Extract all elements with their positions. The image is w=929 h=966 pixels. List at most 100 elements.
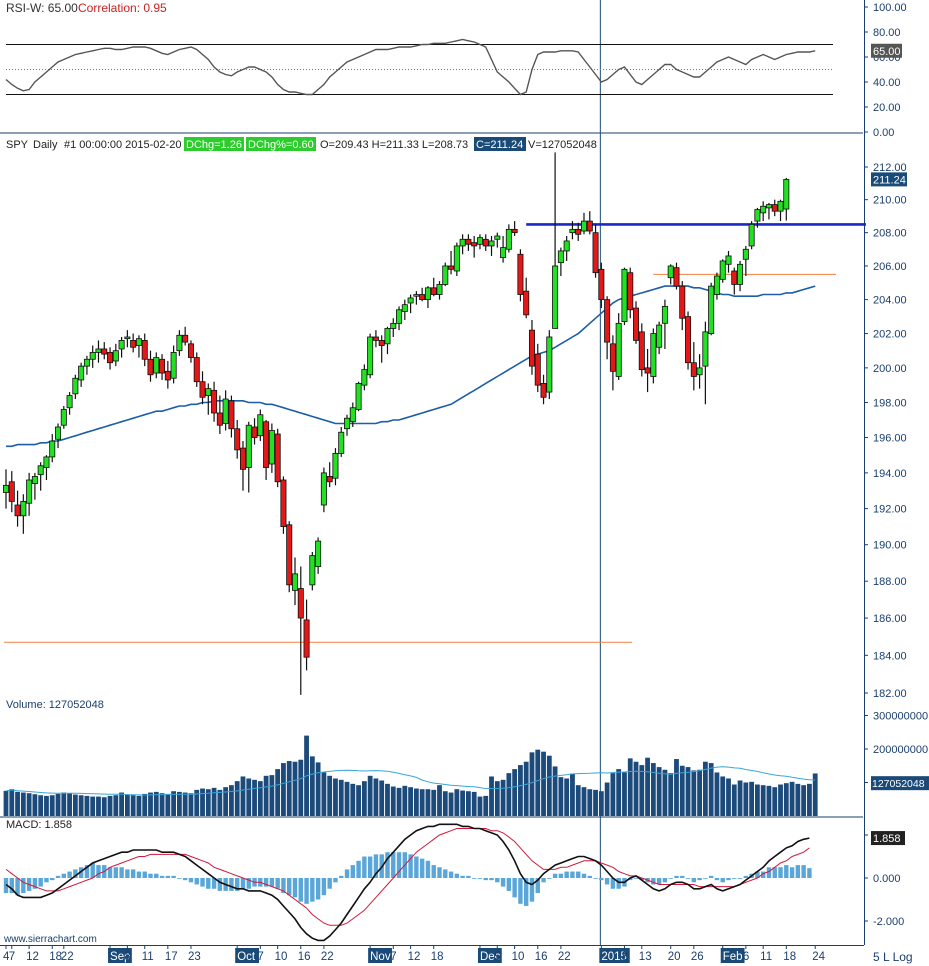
macd-histogram-bar xyxy=(552,873,558,878)
price-tick-label: 200.00 xyxy=(873,363,907,375)
macd-histogram-bar xyxy=(177,878,182,879)
volume-bar xyxy=(795,783,801,816)
volume-bar xyxy=(454,789,460,816)
candle-body xyxy=(511,228,518,234)
candle xyxy=(650,328,657,384)
candle-body xyxy=(575,228,582,235)
macd-histogram-bar xyxy=(171,875,176,878)
macd-histogram-bar xyxy=(154,873,159,878)
candle xyxy=(534,343,541,393)
candle xyxy=(581,212,588,235)
volume-bar xyxy=(523,761,529,816)
candle xyxy=(424,286,431,309)
volume-bar xyxy=(622,772,627,816)
volume-bar xyxy=(217,789,223,816)
candle xyxy=(448,250,455,275)
candle-body xyxy=(263,421,270,468)
candle-body xyxy=(494,235,501,240)
price-tick-label: 198.00 xyxy=(873,398,907,410)
macd-histogram-bar xyxy=(616,878,621,889)
candle-body xyxy=(719,260,726,280)
volume-bar xyxy=(437,785,442,816)
volume-last-value-box xyxy=(871,776,929,791)
volume-bar xyxy=(408,787,413,816)
candle xyxy=(604,296,611,360)
macd-histogram-bar xyxy=(165,875,171,878)
candle-body xyxy=(459,238,466,247)
volume-bar xyxy=(760,785,766,816)
x-tick-label: 16 xyxy=(535,951,548,963)
candle xyxy=(609,335,616,391)
candle-body xyxy=(598,268,605,301)
volume-bar xyxy=(419,789,425,816)
volume-bar xyxy=(269,775,275,816)
candle xyxy=(690,342,697,391)
dchg-pct-label: DChg%=0.60 xyxy=(248,139,314,151)
volume-bar xyxy=(483,795,489,816)
candle-body xyxy=(592,232,599,274)
candle xyxy=(303,599,310,671)
volume-bar xyxy=(113,795,119,816)
candle xyxy=(153,352,160,379)
macd-histogram-bar xyxy=(801,865,806,878)
candle-body xyxy=(60,409,67,426)
candle-body xyxy=(442,265,449,285)
candle-body xyxy=(141,340,148,360)
macd-histogram-bar xyxy=(760,871,766,878)
price-last-value-box xyxy=(871,172,907,187)
macd-histogram-bar xyxy=(685,878,691,879)
volume-bar xyxy=(789,781,795,816)
candle xyxy=(459,234,466,255)
candle xyxy=(124,330,131,348)
price-tick-label: 188.00 xyxy=(873,576,907,588)
candle-body xyxy=(315,540,322,567)
volume-bar xyxy=(107,795,113,816)
price-tick-label: 204.00 xyxy=(873,295,907,307)
macd-histogram-bar xyxy=(593,878,598,879)
candle xyxy=(164,360,171,389)
candle xyxy=(615,313,622,380)
candle xyxy=(8,471,15,513)
volume-bar xyxy=(477,796,483,816)
x-month-label-box xyxy=(599,948,630,963)
x-month-label: Feb xyxy=(723,951,743,963)
volume-bar xyxy=(431,789,437,816)
candle xyxy=(72,374,79,400)
x-tick-label: 23 xyxy=(188,951,201,963)
volume-bar xyxy=(731,784,737,816)
volume-bar xyxy=(182,792,188,816)
dchg-box xyxy=(184,137,244,151)
volume-bar xyxy=(101,797,107,816)
volume-bar xyxy=(755,784,760,816)
candle-body xyxy=(517,253,524,295)
volume-bar xyxy=(778,784,783,816)
volume-tick-label: 300000000 xyxy=(873,711,928,723)
candle xyxy=(742,245,749,277)
candle-body xyxy=(627,272,634,311)
volume-bar xyxy=(564,778,570,816)
macd-histogram-bar xyxy=(448,871,454,878)
macd-histogram-bar xyxy=(576,871,581,878)
volume-bar xyxy=(234,781,240,816)
candle xyxy=(251,418,258,445)
x-tick-label: 10 xyxy=(512,951,525,963)
x-tick-label: 7 xyxy=(257,951,263,963)
candle-body xyxy=(355,383,362,410)
candle-body xyxy=(505,228,512,250)
candle xyxy=(523,277,530,319)
candle-body xyxy=(211,389,218,414)
volume-bar xyxy=(558,777,564,816)
price-last-value: 211.24 xyxy=(873,174,906,186)
macd-signal-line xyxy=(5,828,810,926)
macd-histogram-bar xyxy=(119,867,124,878)
macd-histogram-bar xyxy=(55,875,61,878)
volume-bar xyxy=(327,775,333,816)
candle xyxy=(239,441,246,491)
candle xyxy=(528,319,535,375)
candle-body xyxy=(482,238,489,247)
macd-histogram-bar xyxy=(298,878,303,902)
candle xyxy=(101,342,108,360)
volume-last-value: 127052048 xyxy=(872,778,925,790)
